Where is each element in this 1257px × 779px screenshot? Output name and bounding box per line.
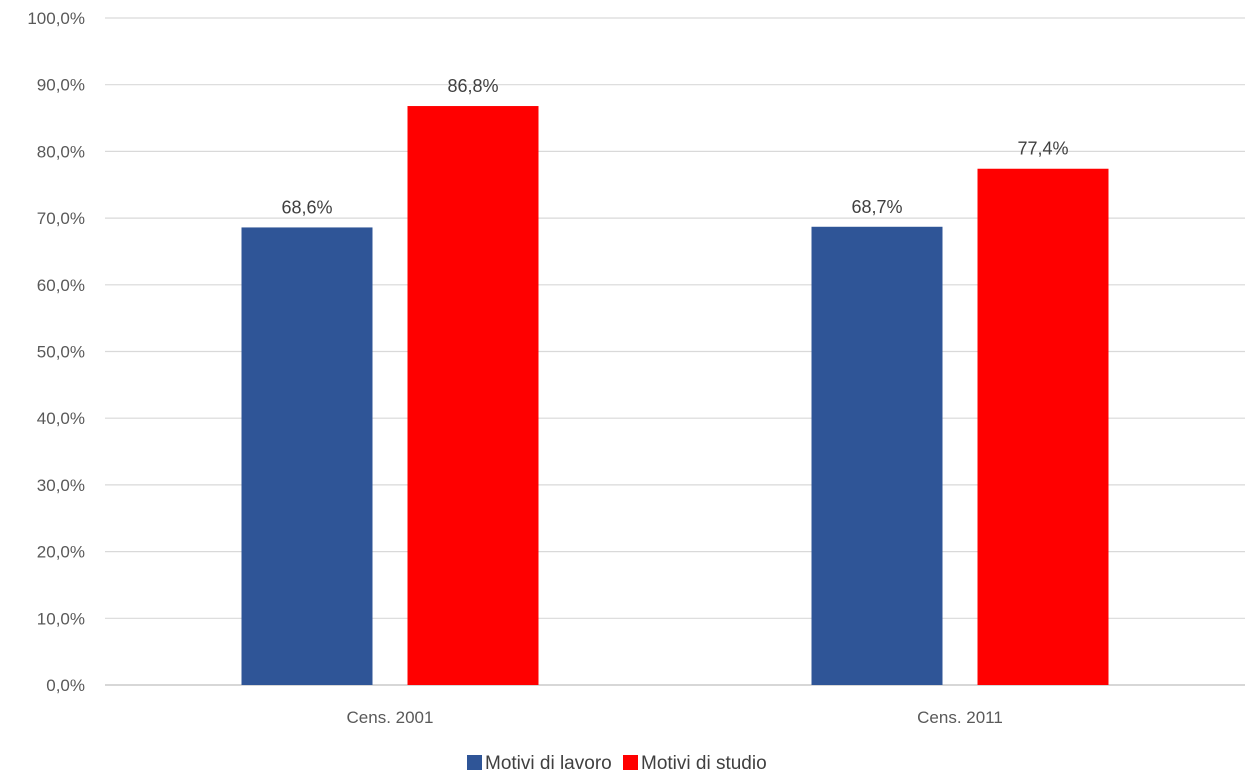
legend-label: Motivi di lavoro [485,753,612,774]
legend-label: Motivi di studio [641,753,767,774]
y-tick-label: 40,0% [37,409,85,428]
bar-studio [977,168,1109,685]
y-tick-label: 100,0% [27,9,85,28]
y-tick-label: 70,0% [37,209,85,228]
y-axis-ticks: 0,0% 10,0% 20,0% 30,0% 40,0% 50,0% 60,0% 70,0% 8… [27,9,85,695]
y-tick-label: 20,0% [37,543,85,562]
y-tick-label: 10,0% [37,609,85,628]
y-tick-label: 60,0% [37,276,85,295]
bars [241,106,1109,686]
bar-lavoro [241,227,373,686]
x-axis-categories: Cens. 2001 Cens. 2011 [347,708,1003,727]
category-label: Cens. 2001 [347,708,434,727]
legend-swatch [467,755,482,770]
bar-lavoro [811,226,943,685]
data-labels: 68,6% 86,8% 68,7% 77,4% [281,76,1068,217]
legend: Motivi di lavoro Motivi di studio [467,753,767,774]
data-label: 77,4% [1017,139,1068,159]
y-tick-label: 50,0% [37,343,85,362]
y-tick-label: 80,0% [37,142,85,161]
data-label: 68,7% [851,197,902,217]
y-tick-label: 0,0% [46,676,85,695]
legend-swatch [623,755,638,770]
data-label: 68,6% [281,197,332,217]
data-label: 86,8% [447,76,498,96]
bar-studio [407,106,539,685]
y-tick-label: 30,0% [37,476,85,495]
y-tick-label: 90,0% [37,76,85,95]
category-label: Cens. 2011 [917,708,1003,727]
